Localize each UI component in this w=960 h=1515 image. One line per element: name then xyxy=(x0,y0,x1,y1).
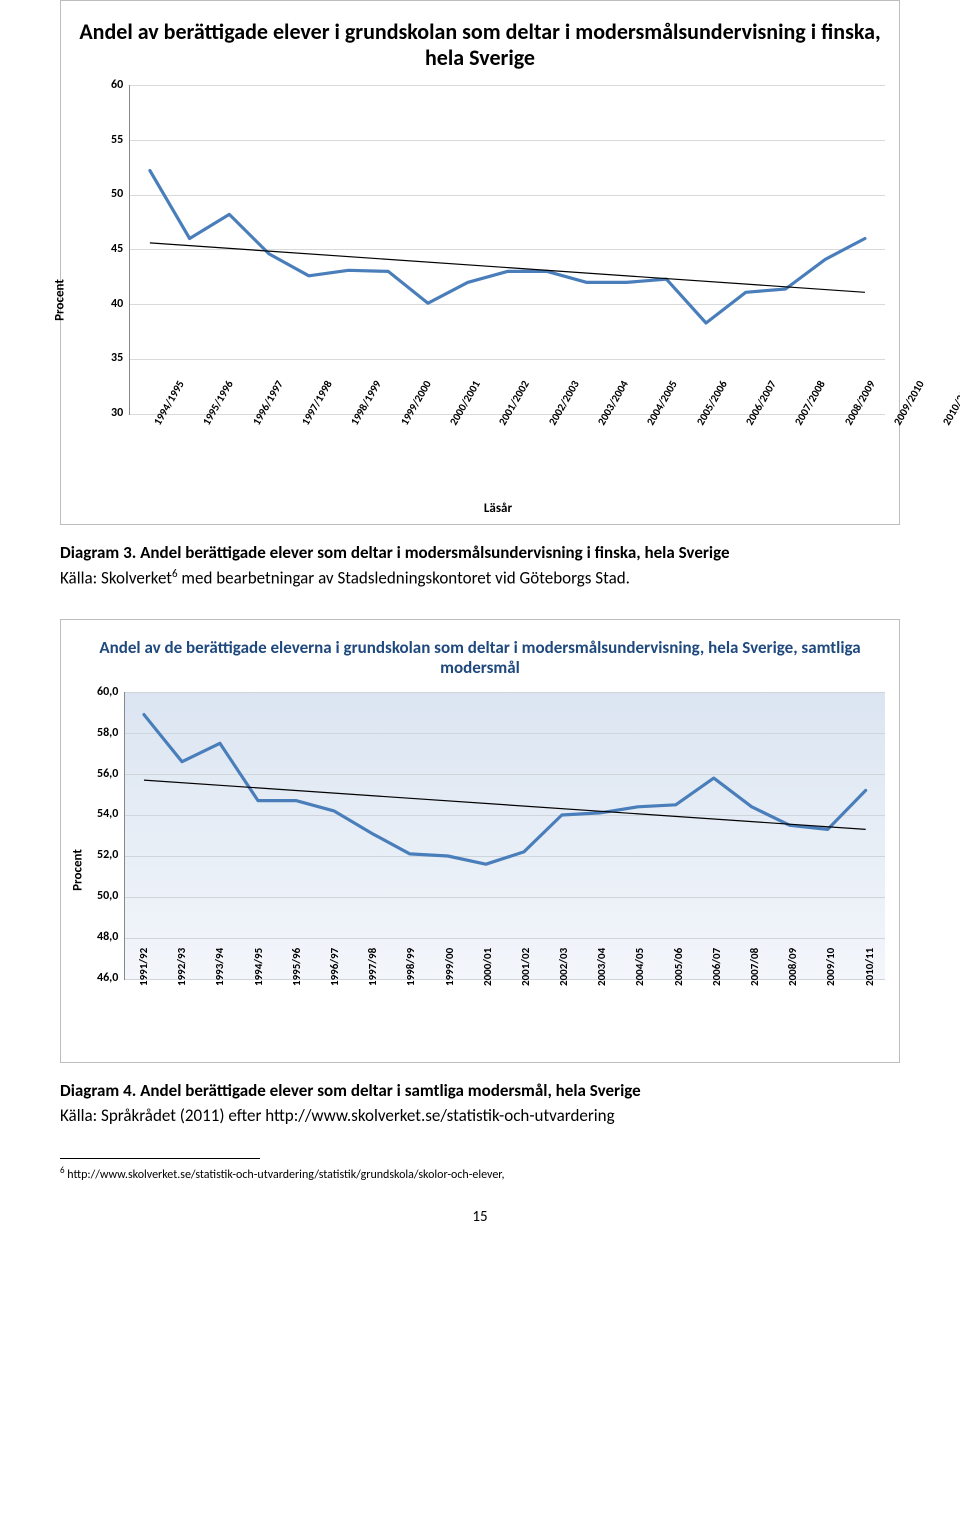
caption-1-label: Diagram 3 xyxy=(60,542,132,563)
chart-2-container: Andel av de berättigade eleverna i grund… xyxy=(60,619,900,1063)
caption-diagram-4: Diagram 4. Andel berättigade elever som … xyxy=(60,1079,900,1128)
page-number: 15 xyxy=(60,1208,900,1226)
caption-1-bold: . Andel berättigade elever som deltar i … xyxy=(132,542,730,563)
caption-1-source-prefix: Källa: Skolverket xyxy=(60,567,172,588)
chart-2-area: Procent 60,058,056,054,052,050,048,046,0… xyxy=(75,692,885,1048)
caption-1-source-suffix: med bearbetningar av Stadsledningskontor… xyxy=(178,567,630,588)
caption-2-source: Källa: Språkrådet (2011) efter http://ww… xyxy=(60,1105,615,1126)
chart-1-container: Andel av berättigade elever i grundskola… xyxy=(60,0,900,525)
chart-1-yticks: 60555045403530 xyxy=(111,85,129,414)
chart-2-plot xyxy=(124,692,885,980)
chart-1-yaxis-label: Procent xyxy=(52,280,67,322)
caption-2-bold: . Andel berättigade elever som deltar i … xyxy=(132,1080,641,1101)
footnote-text: http://www.skolverket.se/statistik-och-u… xyxy=(65,1168,505,1182)
chart-1-area: Procent 60555045403530 1994/19951995/199… xyxy=(75,85,885,516)
footnote-separator xyxy=(60,1158,260,1159)
chart-2-yaxis-label: Procent xyxy=(70,849,85,891)
chart-1-xticks: 1994/19951995/19961996/19971997/19981998… xyxy=(111,421,885,499)
chart-2-yticks: 60,058,056,054,052,050,048,046,0 xyxy=(97,692,124,979)
caption-2-label: Diagram 4 xyxy=(60,1080,132,1101)
chart-1-plot xyxy=(129,85,885,415)
chart-2-xticks: 1991/921992/931993/941994/951995/961996/… xyxy=(97,986,885,1048)
chart-1-title: Andel av berättigade elever i grundskola… xyxy=(75,19,885,71)
caption-diagram-3: Diagram 3. Andel berättigade elever som … xyxy=(60,541,900,591)
footnote-6: 6 http://www.skolverket.se/statistik-och… xyxy=(60,1165,900,1182)
chart-2-title: Andel av de berättigade eleverna i grund… xyxy=(75,638,885,678)
chart-1-xaxis-label: Läsår xyxy=(111,501,885,516)
